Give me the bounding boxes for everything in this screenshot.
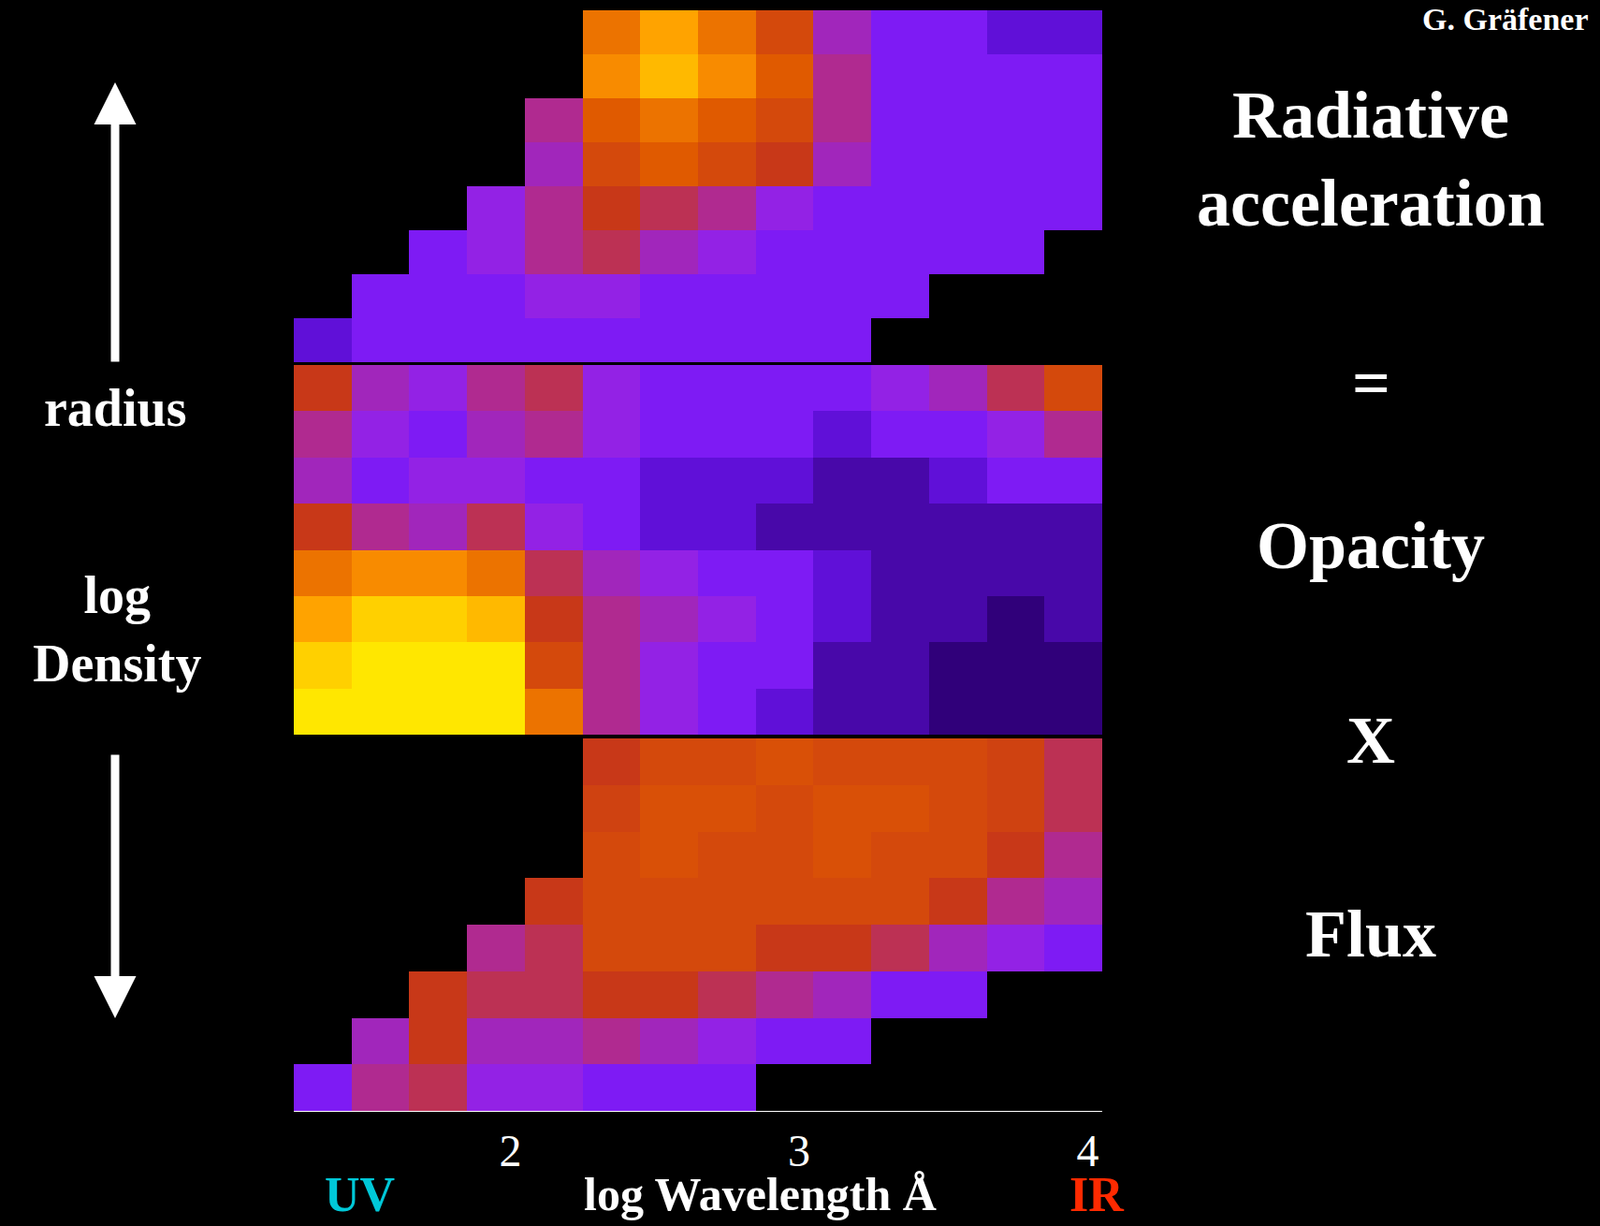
svg-text:Flux: Flux [1305,896,1437,972]
svg-text:Opacity: Opacity [1256,508,1485,583]
svg-text:logDensity: logDensity [32,566,202,693]
svg-text:G. Gräfener: G. Gräfener [1422,1,1589,37]
svg-text:IR: IR [1069,1167,1125,1222]
svg-text:UV: UV [324,1167,395,1222]
svg-text:radius: radius [43,378,188,437]
svg-text:=: = [1352,345,1391,421]
svg-text:2: 2 [498,1125,522,1176]
svg-text:4: 4 [1076,1125,1100,1176]
svg-text:3: 3 [787,1125,811,1176]
svg-text:log Wavelength Å: log Wavelength Å [583,1167,937,1221]
svg-text:Radiativeacceleration: Radiativeacceleration [1196,77,1545,241]
svg-text:X: X [1346,702,1396,778]
